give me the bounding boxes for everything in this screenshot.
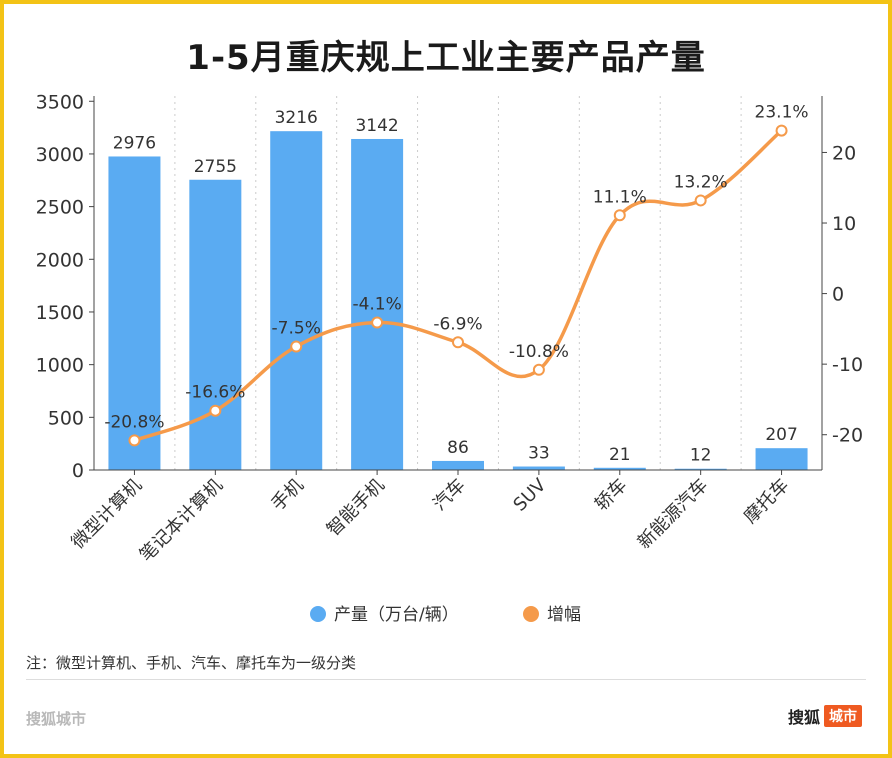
- y-left-tick-label: 1500: [36, 302, 84, 324]
- bar-value-label: 2976: [113, 133, 156, 153]
- bar: [270, 131, 323, 470]
- bar-value-label: 12: [690, 446, 712, 466]
- x-tick-label: 手机: [267, 475, 307, 515]
- growth-value-label: 23.1%: [755, 103, 809, 123]
- legend-label-line: 增幅: [547, 605, 581, 625]
- y-left-tick-label: 500: [48, 407, 84, 429]
- footnote: 注：微型计算机、手机、汽车、摩托车为一级分类: [26, 654, 357, 672]
- bar-value-label: 2755: [194, 157, 237, 177]
- growth-value-label: 11.1%: [593, 187, 647, 207]
- x-tick-label: 摩托车: [740, 475, 793, 528]
- bar-value-label: 3216: [275, 108, 318, 128]
- legend-swatch-bar: [310, 606, 326, 622]
- grid-lines: [174, 96, 742, 470]
- bar-series: 2976 2755 3216 3142 86 33 21 12 207: [108, 108, 808, 471]
- y-right-tick-label: -10: [832, 354, 863, 376]
- growth-point: [371, 316, 384, 329]
- x-tick-label: 轿车: [591, 475, 631, 515]
- y-left-tick-label: 2500: [36, 197, 84, 219]
- y-left-tick-label: 1000: [36, 355, 84, 377]
- bar: [512, 466, 565, 470]
- watermark-left: 搜狐城市: [26, 710, 87, 728]
- x-tick-label: 汽车: [429, 475, 469, 515]
- bar-value-label: 86: [447, 438, 469, 458]
- growth-point: [613, 209, 626, 222]
- x-tick-label: 新能源汽车: [634, 475, 712, 553]
- bar: [108, 156, 161, 470]
- y-left-tick-label: 0: [72, 460, 84, 482]
- growth-value-label: -16.6%: [185, 383, 245, 403]
- y-right-tick-label: 10: [832, 213, 856, 235]
- bar: [755, 448, 808, 470]
- bar: [674, 468, 727, 470]
- bar-value-label: 21: [609, 445, 631, 465]
- bar: [432, 460, 484, 470]
- growth-value-label: -10.8%: [509, 342, 569, 362]
- growth-value-label: -6.9%: [433, 314, 482, 334]
- x-tick-label: 智能手机: [323, 475, 389, 541]
- growth-value-label: -20.8%: [104, 412, 164, 432]
- legend-swatch-line: [523, 606, 539, 622]
- growth-point: [532, 363, 545, 376]
- y-left-tick-label: 3000: [36, 144, 84, 166]
- growth-line: [133, 129, 783, 443]
- x-tick-label: SUV: [509, 474, 550, 515]
- combo-chart: 2976 2755 3216 3142 86 33 21 12 207 0 500 1000 1500…: [36, 91, 863, 625]
- y-left-tick-label: 3500: [36, 91, 84, 113]
- growth-value-label: 13.2%: [674, 172, 728, 192]
- bar: [189, 179, 242, 470]
- line-series: -20.8% -16.6% -7.5% -4.1% -6.9% -10.8% 11.1% 13…: [104, 103, 809, 447]
- divider: [26, 679, 866, 680]
- legend: 产量（万台/辆） 增幅: [310, 605, 581, 625]
- bar-value-label: 3142: [355, 116, 398, 136]
- growth-point: [290, 340, 303, 353]
- watermark-badge: 城市: [824, 705, 862, 727]
- x-tick-label: 微型计算机: [67, 475, 145, 553]
- growth-point: [128, 434, 141, 447]
- bar: [593, 467, 646, 470]
- x-tick-label: 笔记本计算机: [136, 475, 227, 566]
- legend-label-bar: 产量（万台/辆）: [334, 605, 459, 625]
- bar-value-label: 33: [528, 444, 550, 464]
- growth-value-label: -7.5%: [272, 319, 321, 339]
- growth-value-label: -4.1%: [352, 295, 401, 315]
- growth-point: [775, 124, 788, 137]
- y-right-tick-label: 0: [832, 284, 844, 306]
- chart-title: 1-5月重庆规上工业主要产品产量: [186, 38, 706, 78]
- watermark-right: 搜狐 城市: [788, 704, 862, 728]
- growth-point: [209, 404, 222, 417]
- y-right-tick-label: -20: [832, 425, 863, 447]
- y-left-tick-label: 2000: [36, 249, 84, 271]
- bar-value-label: 207: [765, 425, 797, 445]
- growth-point: [694, 194, 707, 207]
- bar: [351, 138, 404, 471]
- watermark-brand: 搜狐: [787, 708, 820, 727]
- y-right-tick-label: 20: [832, 142, 856, 164]
- growth-point: [452, 336, 464, 349]
